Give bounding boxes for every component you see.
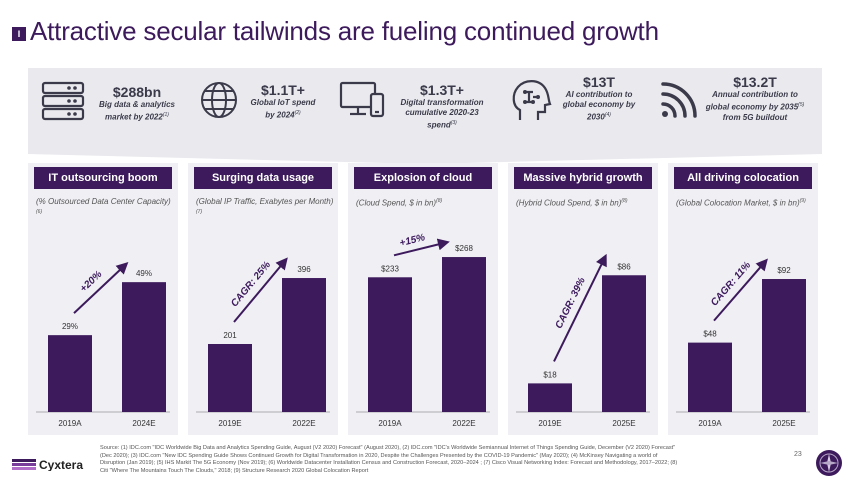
chart-category-label: 2025E <box>612 419 635 428</box>
stat-desc-line: Global IoT spend <box>250 98 316 107</box>
chart-bar <box>368 277 412 412</box>
source-line: Disruption (Jan 2019); (5) IHS Markit Th… <box>100 460 678 467</box>
devices-icon <box>339 81 385 118</box>
wireless-signal-icon <box>661 82 697 118</box>
page-number: 23 <box>794 451 802 458</box>
chart-data-label: $48 <box>703 330 717 339</box>
growth-arrow <box>713 258 768 322</box>
chart-bar <box>48 335 92 412</box>
panel-subtitle: (Cloud Spend, $ in bn)(8) <box>356 198 443 208</box>
stat-digital-transformation: $1.3T+ Digital transformation cumulative… <box>392 70 492 131</box>
panel-cloud: Explosion of cloud (Cloud Spend, $ in bn… <box>348 163 498 435</box>
source-footnote: Source: (1) IDC.com "IDC Worldwide Big D… <box>100 445 790 475</box>
globe-icon <box>201 82 237 118</box>
growth-arrow <box>393 238 450 257</box>
chart-bar <box>282 278 326 412</box>
panel-hybrid: Massive hybrid growth (Hybrid Cloud Spen… <box>508 163 658 435</box>
panel-header: Surging data usage <box>194 167 332 189</box>
chart-category-label: 2024E <box>132 419 155 428</box>
stat-desc-line: Big data & analytics <box>98 100 176 109</box>
panel-subtitle: (% Outsourced Data Center Capacity)(6) <box>36 197 171 215</box>
stat-value: $288bn <box>112 84 162 100</box>
chart-category-label: 2019A <box>58 419 82 428</box>
panel-header: All driving colocation <box>674 167 812 189</box>
cyxtera-logo: Cyxtera <box>12 458 83 471</box>
chart-category-label: 2022E <box>292 419 315 428</box>
panel-subtitle: (Hybrid Cloud Spend, $ in bn)(8) <box>516 198 628 208</box>
panel-subtitle: (Global IP Traffic, Exabytes per Month)(… <box>196 197 334 215</box>
chart-data-label: $233 <box>381 264 399 273</box>
stat-desc-line: AI contribution to <box>565 90 633 99</box>
chart-category-label: 2019A <box>378 419 402 428</box>
panel-header: Explosion of cloud <box>354 167 492 189</box>
chart-bar <box>442 257 486 412</box>
stat-value: $1.1T+ <box>261 82 305 98</box>
panel-data-usage: Surging data usage (Global IP Traffic, E… <box>188 163 338 435</box>
stats-band <box>28 68 822 154</box>
stat-iot: $1.1T+ Global IoT spend by 2024(2) <box>240 70 326 121</box>
stat-desc-line: from 5G buildout <box>722 112 788 122</box>
stat-desc-line: by 2024(2) <box>265 110 301 120</box>
stat-desc-line: global economy by <box>562 100 636 109</box>
stat-desc-line: Digital transformation <box>400 98 484 107</box>
stat-big-data: $288bn Big data & analytics market by 20… <box>92 70 182 123</box>
growth-annotation: +15% <box>399 232 427 249</box>
stat-value: $1.3T+ <box>420 82 464 98</box>
stat-desc-line: spend(3) <box>427 120 457 130</box>
chart-data-label: 29% <box>62 322 78 331</box>
panel-colocation: All driving colocation (Global Colocatio… <box>668 163 818 435</box>
chart-data-label: $86 <box>617 262 631 271</box>
stat-ai: $13T AI contribution to global economy b… <box>556 70 642 123</box>
chart-data-label: $18 <box>543 370 557 379</box>
compass-seal-icon <box>816 450 842 476</box>
chart-category-label: 2019E <box>538 419 561 428</box>
stats-band-arrow <box>28 154 822 164</box>
growth-annotation: +20% <box>78 269 104 295</box>
source-line: (Dec 2020); (3) IDC.com "New IDC Spendin… <box>100 452 658 459</box>
chart-bar <box>528 383 572 412</box>
panel-header: Massive hybrid growth <box>514 167 652 189</box>
growth-arrow <box>233 257 288 323</box>
growth-arrow <box>553 253 607 362</box>
chart-data-label: 201 <box>223 331 237 340</box>
chart-data-label: $268 <box>455 244 473 253</box>
panel-subtitle: (Global Colocation Market, $ in bn)(9) <box>676 198 806 208</box>
stat-desc-line: global economy by 2035(5) <box>705 102 805 112</box>
stat-desc-line: market by 2022(1) <box>105 112 169 122</box>
ai-head-icon <box>512 80 552 120</box>
panel-it-outsourcing: IT outsourcing boom (% Outsourced Data C… <box>28 163 178 435</box>
chart-category-label: 2025E <box>772 419 795 428</box>
logo-text: Cyxtera <box>39 458 83 471</box>
stat-desc-line: cumulative 2020-23 <box>405 108 479 117</box>
section-badge: I <box>12 27 26 41</box>
growth-arrow <box>73 262 129 314</box>
source-line: Source: (1) IDC.com "IDC Worldwide Big D… <box>100 445 676 451</box>
chart: $233 2019A $268 2022E +15% <box>356 232 490 428</box>
chart-category-label: 2019E <box>218 419 241 428</box>
chart-bar <box>208 344 252 412</box>
server-icon <box>41 81 85 121</box>
chart: 29% 2019A 49% 2024E +20% <box>36 262 170 428</box>
stat-desc-line: Annual contribution to <box>712 90 798 99</box>
chart-bar <box>762 279 806 412</box>
stat-value: $13.2T <box>733 74 777 90</box>
chart-bar <box>122 282 166 412</box>
chart-category-label: 2022E <box>452 419 475 428</box>
stat-desc-line: 2030(4) <box>587 112 611 122</box>
panel-header: IT outsourcing boom <box>34 167 172 189</box>
chart-bar <box>602 275 646 412</box>
stat-value: $13T <box>583 74 615 90</box>
slide-title: Attractive secular tailwinds are fueling… <box>30 16 659 46</box>
chart-category-label: 2019A <box>698 419 722 428</box>
stat-5g: $13.2T Annual contribution to global eco… <box>700 70 810 123</box>
chart-data-label: 49% <box>136 269 152 278</box>
chart-data-label: $92 <box>777 266 791 275</box>
chart-bar <box>688 342 732 412</box>
source-line: Citi "Where The Mountains Touch The Clou… <box>100 467 369 474</box>
chart-data-label: 396 <box>297 265 311 274</box>
